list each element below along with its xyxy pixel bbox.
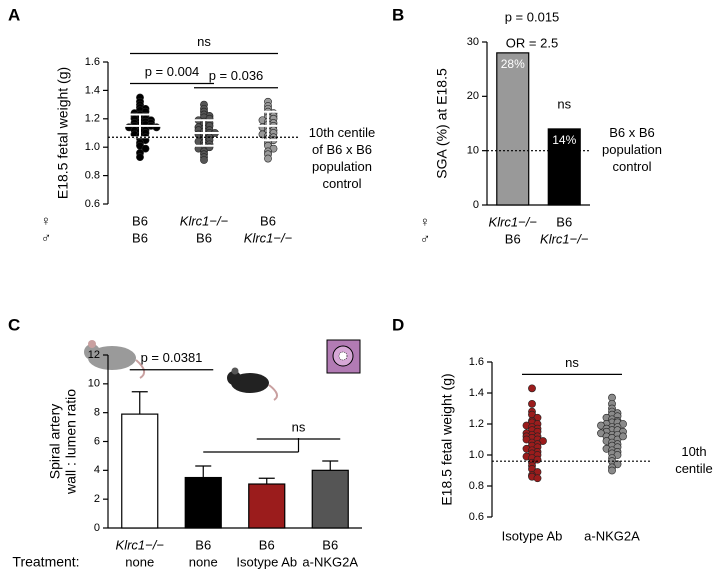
- y-tick-label: 20: [467, 90, 479, 102]
- row-label: ♂: [420, 231, 431, 247]
- x-tick-label: B6: [132, 230, 148, 245]
- reference-label: population: [602, 142, 662, 157]
- y-tick-label: 6: [94, 435, 100, 447]
- above-label: ns: [557, 96, 571, 111]
- reference-label: population: [312, 159, 372, 174]
- y-tick-label: 1.2: [85, 113, 100, 125]
- y-axis-label: SGA (%) at E18.5: [434, 68, 450, 179]
- bar: [311, 469, 349, 529]
- x-tick-label: Klrc1−/−: [489, 214, 538, 229]
- panel-letter: C: [8, 315, 20, 334]
- comparison-label: p = 0.0381: [141, 350, 203, 365]
- x-tick-label: B6: [322, 537, 338, 552]
- row-label: ♀: [41, 213, 52, 229]
- data-point: [264, 154, 272, 163]
- mouse-icon-black: [227, 367, 279, 401]
- y-tick-label: 10: [88, 378, 100, 390]
- y-tick-label: 0.8: [85, 170, 100, 182]
- x-tick-label: B6: [260, 213, 276, 228]
- comparison-label: p = 0.036: [209, 68, 264, 83]
- y-tick-label: 1.2: [469, 418, 484, 430]
- x-tick-label: B6: [505, 231, 521, 246]
- comparison-label: ns: [565, 355, 579, 370]
- data-point: [528, 399, 536, 408]
- x-tick-label: B6: [556, 214, 572, 229]
- comparison-label: p = 0.004: [145, 64, 200, 79]
- y-tick-label: 0.6: [85, 198, 100, 210]
- reference-label: 10th centile: [309, 125, 376, 140]
- x-tick-label: B6: [132, 213, 148, 228]
- reference-label: of B6 x B6: [312, 142, 372, 157]
- note: p = 0.015: [505, 9, 560, 24]
- x-tick-label: Klrc1−/−: [180, 213, 229, 228]
- x-tick-label: none: [189, 554, 218, 569]
- reference-label: 10th: [681, 444, 706, 459]
- bar: [248, 483, 286, 529]
- row-label: ♀: [420, 214, 431, 230]
- x-tick-label: a-NKG2A: [302, 554, 358, 569]
- y-tick-label: 12: [88, 349, 100, 361]
- comparison-label: ns: [197, 34, 211, 49]
- y-tick-label: 1.4: [85, 84, 100, 96]
- x-tick-label: a-NKG2A: [584, 528, 640, 543]
- data-point: [619, 432, 627, 441]
- y-tick-label: 0.6: [469, 511, 484, 523]
- x-tick-label: B6: [259, 537, 275, 552]
- data-point: [152, 123, 161, 132]
- data-point: [528, 384, 536, 393]
- panel-letter: D: [392, 315, 404, 334]
- note: OR = 2.5: [506, 35, 558, 50]
- data-point: [533, 474, 542, 483]
- bar: [184, 476, 222, 529]
- bar: [121, 413, 159, 529]
- y-tick-label: 4: [94, 464, 100, 476]
- micrograph-inset: [326, 339, 361, 374]
- comparison-label: ns: [292, 419, 306, 434]
- reference-label: control: [322, 176, 361, 191]
- x-tick-label: Klrc1−/−: [244, 230, 293, 245]
- bar: [496, 52, 530, 206]
- x-tick-label: Isotype Ab: [502, 528, 563, 543]
- bar: [547, 128, 581, 206]
- mouse-icon-grey: [84, 340, 146, 379]
- reference-label: control: [612, 159, 651, 174]
- y-axis-label: E18.5 fetal weight (g): [439, 373, 455, 505]
- x-tick-label: Klrc1−/−: [540, 231, 589, 246]
- x-tick-label: Klrc1−/−: [116, 537, 165, 552]
- y-tick-label: 10: [467, 145, 479, 157]
- x-tick-label: none: [125, 554, 154, 569]
- x-tick-label: B6: [196, 230, 212, 245]
- y-tick-label: 2: [94, 493, 100, 505]
- y-tick-label: 0: [473, 199, 479, 211]
- y-tick-label: 0: [94, 522, 100, 534]
- y-tick-label: 1.6: [469, 356, 484, 368]
- reference-label: centile: [675, 461, 713, 476]
- panel-letter: A: [8, 5, 20, 24]
- y-axis-label: Spiral artery: [47, 404, 63, 479]
- reference-label: B6 x B6: [609, 125, 655, 140]
- value-label: 28%: [501, 57, 525, 71]
- data-point: [136, 153, 144, 162]
- y-axis-label: E18.5 fetal weight (g): [55, 67, 71, 199]
- data-point: [608, 466, 616, 475]
- y-axis-label: wall : lumen ratio: [63, 389, 79, 495]
- y-tick-label: 0.8: [469, 480, 484, 492]
- data-point: [200, 156, 208, 164]
- y-tick-label: 1.4: [469, 387, 484, 399]
- row-label: ♂: [41, 230, 52, 246]
- panel-letter: B: [392, 5, 404, 24]
- data-point: [141, 144, 150, 153]
- y-tick-label: 1.0: [85, 141, 100, 153]
- y-tick-label: 1.6: [85, 56, 100, 68]
- y-tick-label: 8: [94, 407, 100, 419]
- y-tick-label: 1.0: [469, 449, 484, 461]
- row-label: Treatment:: [12, 554, 79, 570]
- value-label: 14%: [552, 133, 576, 147]
- x-tick-label: Isotype Ab: [236, 554, 297, 569]
- y-tick-label: 30: [467, 36, 479, 48]
- x-tick-label: B6: [195, 537, 211, 552]
